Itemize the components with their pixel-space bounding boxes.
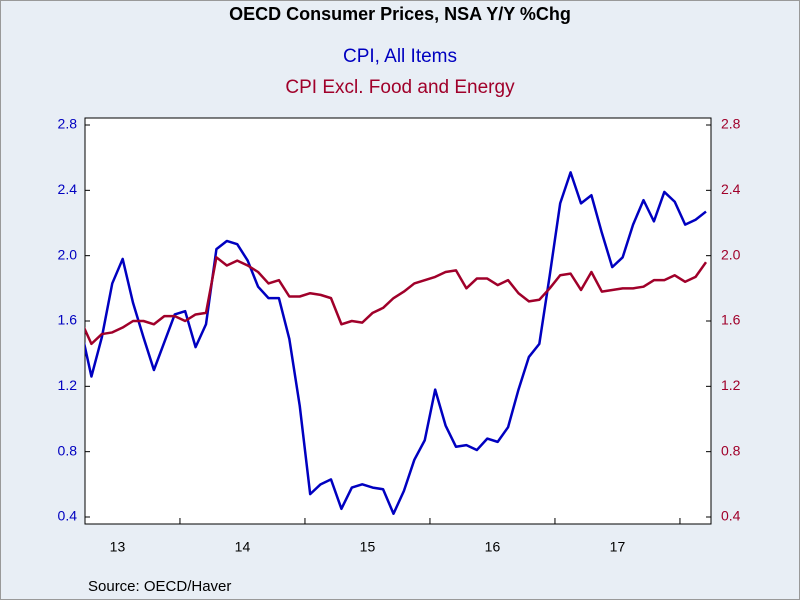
y2-tick-label: 1.6 (721, 312, 741, 328)
y-tick-label: 2.8 (58, 116, 78, 132)
y2-tick-label: 1.2 (721, 377, 741, 393)
series-line (85, 171, 707, 515)
y2-tick-label: 0.4 (721, 508, 741, 524)
y2-tick-label: 0.8 (721, 442, 741, 458)
legend-entry: CPI, All Items (343, 46, 457, 67)
x-tick-label: 16 (485, 539, 501, 555)
y2-tick-label: 2.8 (721, 116, 741, 132)
y2-tick-label: 2.0 (721, 246, 741, 262)
plot-lines (85, 171, 708, 515)
source-note: Source: OECD/Haver (88, 578, 231, 595)
y2-tick-label: 2.4 (721, 181, 741, 197)
y-tick-label: 1.6 (58, 312, 78, 328)
y-tick-label: 0.4 (58, 508, 78, 524)
legend-entry: CPI Excl. Food and Energy (285, 77, 515, 98)
x-tick-label: 15 (360, 539, 376, 555)
chart-title: OECD Consumer Prices, NSA Y/Y %Chg (229, 4, 571, 24)
x-tick-label: 14 (235, 539, 251, 555)
x-tick-label: 17 (610, 539, 626, 555)
series-line (85, 256, 708, 346)
x-tick-label: 13 (110, 539, 126, 555)
plot-area (84, 117, 712, 525)
y-tick-label: 0.8 (58, 442, 78, 458)
y-tick-label: 1.2 (58, 377, 78, 393)
y-tick-label: 2.4 (58, 181, 78, 197)
y-tick-label: 2.0 (58, 246, 78, 262)
